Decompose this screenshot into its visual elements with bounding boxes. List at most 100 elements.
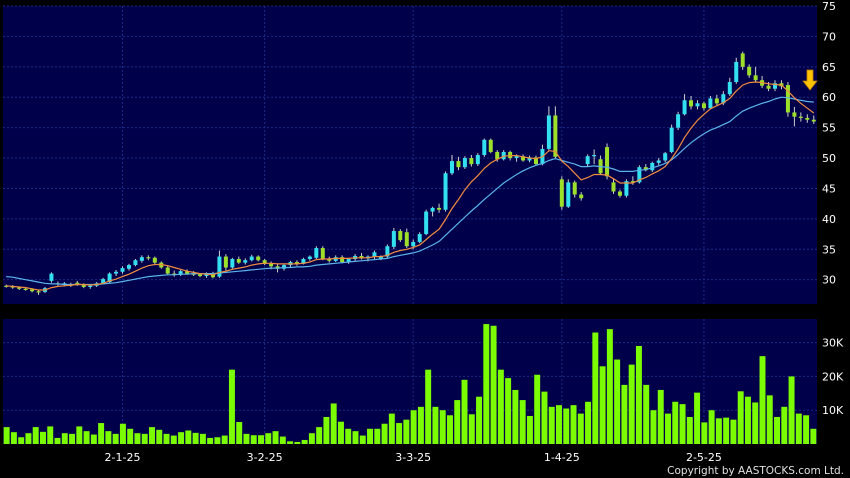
volume-bar: [548, 406, 555, 444]
candle-up: [417, 234, 422, 242]
volume-bar: [141, 433, 148, 444]
volume-bar: [410, 410, 417, 444]
volume-bar: [308, 433, 315, 444]
volume-bar: [570, 405, 577, 444]
volume-bar: [657, 389, 664, 444]
candle-down: [521, 156, 526, 161]
candle-up: [462, 158, 467, 168]
volume-bar: [156, 429, 163, 444]
candle-down: [262, 260, 267, 264]
volume-bar: [403, 419, 410, 444]
candle-down: [223, 256, 228, 268]
candle-down: [165, 267, 170, 274]
volume-bar: [526, 415, 533, 444]
volume-bar: [149, 427, 155, 444]
candle-up: [101, 279, 106, 284]
price-grid: [3, 5, 817, 304]
candle-up: [88, 285, 93, 287]
candle-up: [443, 173, 448, 210]
candle-up: [585, 156, 590, 165]
volume-bar: [715, 418, 722, 444]
candle-down: [359, 255, 364, 259]
candle-down: [469, 158, 474, 165]
volume-bar: [316, 427, 323, 444]
price-tick-label: 55: [822, 122, 836, 135]
volume-bar: [519, 400, 526, 444]
x-tick-label: 3-3-25: [395, 451, 431, 464]
copyright-text: Copyright by AASTOCKS.com Ltd.: [667, 465, 844, 477]
candle-down: [81, 285, 86, 287]
candle-up: [411, 241, 416, 247]
candle-up: [424, 211, 429, 235]
candle-down: [643, 167, 648, 171]
volume-bar: [708, 410, 715, 444]
price-tick-label: 75: [822, 0, 836, 13]
price-tick-label: 35: [822, 243, 836, 256]
candle-up: [230, 258, 235, 268]
volume-bar: [396, 423, 403, 444]
volume-bar: [788, 376, 795, 444]
volume-bar: [359, 435, 366, 444]
candle-down: [740, 53, 745, 67]
price-tick-label: 50: [822, 152, 836, 165]
volume-bar: [3, 427, 10, 444]
candle-up: [708, 98, 713, 109]
x-tick-label: 1-4-25: [544, 451, 580, 464]
volume-bar: [228, 369, 235, 444]
candle-down: [798, 116, 803, 118]
volume-bar: [577, 413, 584, 444]
candle-up: [49, 273, 54, 281]
volume-bar: [483, 324, 490, 444]
volume-bar: [476, 396, 483, 444]
volume-bar: [665, 413, 671, 444]
candle-up: [721, 94, 726, 104]
volume-bar: [606, 329, 613, 444]
volume-bar: [207, 437, 214, 444]
candle-down: [456, 161, 461, 168]
volume-tick-label: 10K: [822, 404, 844, 417]
volume-bar: [10, 432, 17, 444]
candle-down: [714, 98, 719, 104]
candle-down: [210, 273, 215, 278]
candle-down: [533, 157, 538, 165]
candle-down: [559, 179, 564, 207]
volume-bar: [585, 401, 592, 444]
candle-up: [650, 162, 655, 171]
candle-up: [204, 273, 209, 277]
volume-bar: [323, 416, 330, 444]
volume-bar: [221, 435, 228, 444]
candle-up: [301, 258, 306, 264]
volume-bar: [556, 405, 562, 444]
candle-down: [36, 291, 41, 293]
volume-bar: [54, 437, 61, 444]
candle-up: [676, 114, 681, 128]
candle-up: [249, 256, 254, 261]
volume-bar: [628, 364, 635, 444]
volume-bar: [425, 369, 432, 444]
price-tick-label: 45: [822, 182, 836, 195]
candle-up: [514, 156, 519, 159]
candle-down: [404, 232, 409, 247]
candle-down: [495, 151, 500, 160]
volume-bar: [723, 417, 730, 444]
ma-long-line: [6, 96, 814, 286]
candle-up: [637, 167, 642, 183]
candle-up: [243, 260, 248, 263]
candle-down: [785, 85, 790, 113]
candle-down: [75, 282, 80, 284]
x-tick-label: 2-1-25: [105, 451, 141, 464]
candle-up: [546, 115, 551, 149]
candle-up: [449, 161, 454, 174]
volume-bar: [505, 378, 512, 444]
price-y-axis: 30 35 40 45 50 55 60 65 70 75: [822, 0, 836, 287]
volume-bar: [454, 400, 461, 444]
volume-bar: [105, 431, 112, 444]
candle-up: [378, 256, 383, 259]
volume-bar: [214, 437, 221, 444]
candle-up: [314, 248, 319, 258]
volume-bar: [541, 391, 548, 444]
candle-down: [256, 256, 261, 261]
candle-down: [398, 231, 403, 241]
price-tick-label: 40: [822, 213, 836, 226]
candle-up: [107, 273, 112, 283]
